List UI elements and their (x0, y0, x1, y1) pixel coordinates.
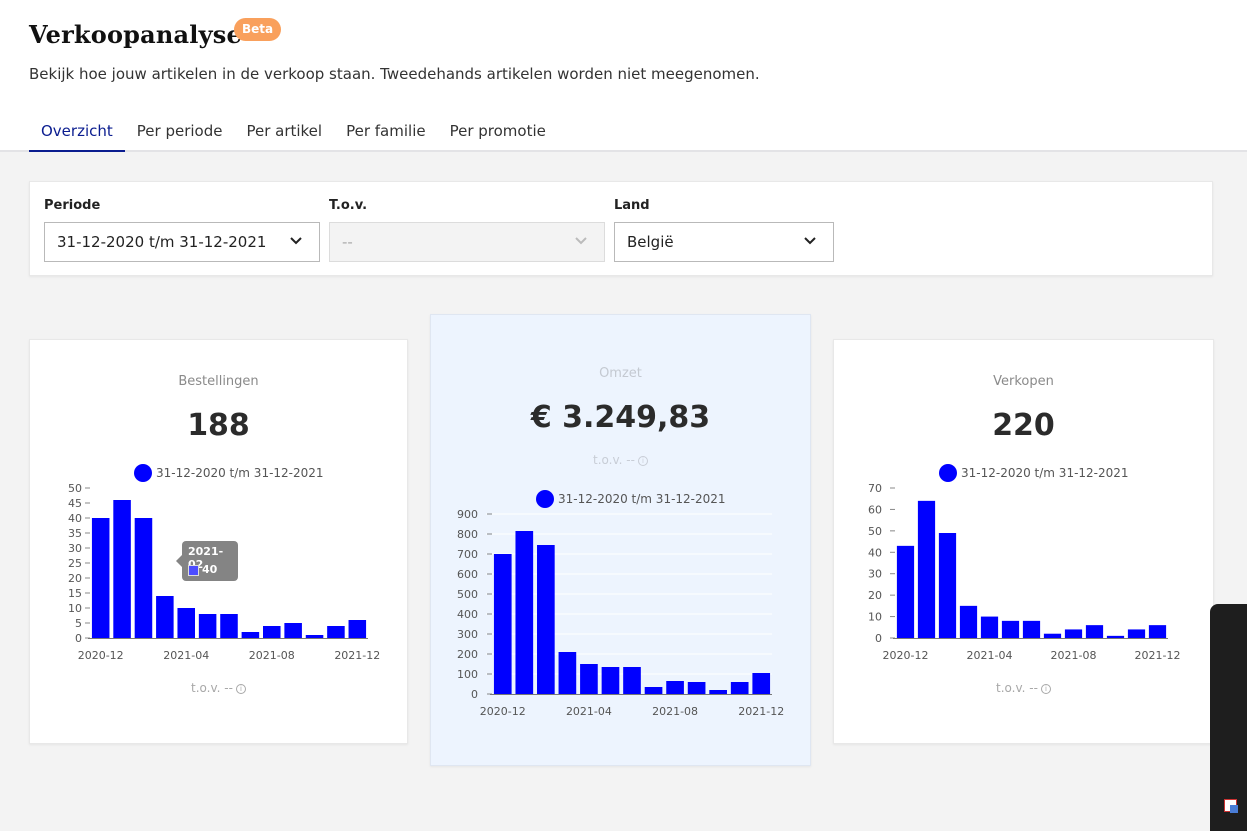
chevron-down-icon (804, 237, 816, 245)
land-select[interactable]: België (614, 222, 834, 262)
tab-overzicht[interactable]: Overzicht (29, 112, 125, 152)
comparison-label: t.o.v. -- (191, 681, 233, 695)
land-value: België (627, 233, 674, 251)
chart-legend[interactable]: 31-12-2020 t/m 31-12-2021 (939, 464, 1129, 482)
card-label: Omzet (599, 366, 642, 381)
chart-legend[interactable]: 31-12-2020 t/m 31-12-2021 (536, 490, 726, 508)
comparison-label: t.o.v. -- (996, 681, 1038, 695)
comparison-text: t.o.v. -- i (30, 681, 407, 695)
info-icon[interactable]: i (637, 455, 648, 466)
legend-label: 31-12-2020 t/m 31-12-2021 (961, 466, 1129, 480)
tab-per-artikel[interactable]: Per artikel (246, 122, 323, 140)
page-header: Verkoopanalyse Beta Bekijk hoe jouw arti… (0, 0, 1247, 152)
tab-per-periode[interactable]: Per periode (136, 122, 223, 140)
card-value: 188 (187, 408, 250, 443)
tooltip-swatch (188, 565, 199, 576)
tooltip-value: 40 (202, 563, 218, 576)
legend-label: 31-12-2020 t/m 31-12-2021 (558, 492, 726, 506)
side-widget-panel[interactable] (1210, 604, 1247, 831)
page-title: Verkoopanalyse (29, 20, 242, 49)
comparison-text: t.o.v. -- i (431, 453, 810, 467)
info-icon[interactable]: i (1040, 683, 1051, 694)
omzet-card: Omzet € 3.249,83 t.o.v. -- i 31-12-2020 t… (430, 314, 811, 766)
filter-panel: Periode 31-12-2020 t/m 31-12-2021 T.o.v.… (29, 181, 1213, 276)
page-subtitle: Bekijk hoe jouw artikelen in de verkoop … (29, 65, 760, 83)
tov-label: T.o.v. (329, 198, 368, 213)
comparison-text: t.o.v. -- i (834, 681, 1213, 695)
verkopen-card: Verkopen 220 31-12-2020 t/m 31-12-2021 t… (833, 339, 1214, 744)
chevron-down-icon (290, 237, 302, 245)
periode-value: 31-12-2020 t/m 31-12-2021 (57, 233, 267, 251)
tab-bar: Overzicht Per periode Per artikel Per fa… (29, 112, 558, 152)
periode-select[interactable]: 31-12-2020 t/m 31-12-2021 (44, 222, 320, 262)
tab-per-familie[interactable]: Per familie (346, 122, 426, 140)
card-label: Bestellingen (178, 374, 259, 389)
card-value: € 3.249,83 (530, 400, 711, 435)
chart-tooltip: 2021-02 40 (176, 541, 238, 581)
card-label: Verkopen (993, 374, 1054, 389)
legend-swatch (134, 464, 152, 482)
chart-legend[interactable]: 31-12-2020 t/m 31-12-2021 (134, 464, 324, 482)
tooltip-title: 2021-02 (188, 545, 224, 571)
land-label: Land (614, 198, 650, 213)
chevron-down-icon (575, 237, 587, 245)
tab-per-promotie[interactable]: Per promotie (449, 122, 546, 140)
tov-select[interactable]: -- (329, 222, 605, 262)
card-value: 220 (992, 408, 1055, 443)
legend-label: 31-12-2020 t/m 31-12-2021 (156, 466, 324, 480)
legend-swatch (939, 464, 957, 482)
widget-icon[interactable] (1224, 799, 1238, 813)
periode-label: Periode (44, 198, 101, 213)
tov-value: -- (342, 233, 353, 251)
info-icon[interactable]: i (235, 683, 246, 694)
legend-swatch (536, 490, 554, 508)
beta-badge: Beta (234, 18, 282, 41)
comparison-label: t.o.v. -- (593, 453, 635, 467)
